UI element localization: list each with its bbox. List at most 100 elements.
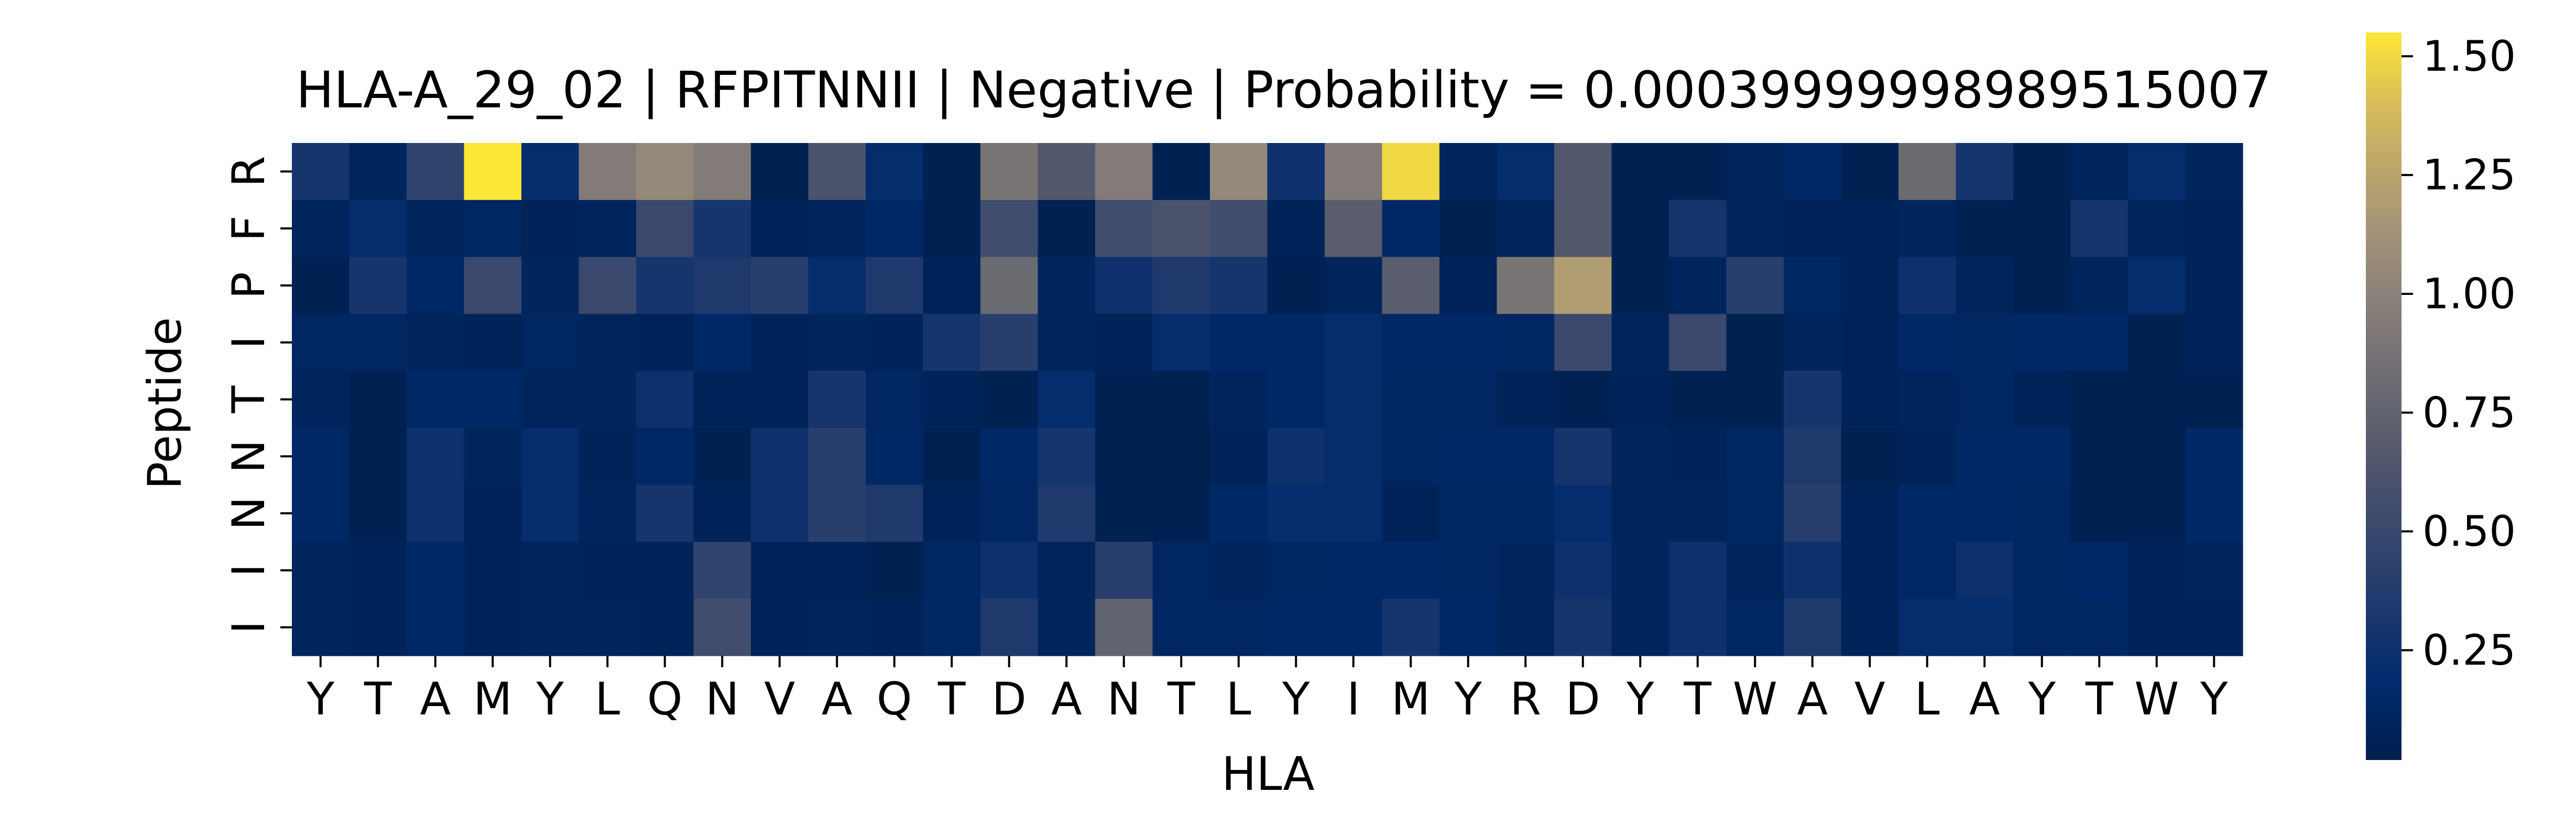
colorbar-segment [2366,426,2402,433]
heatmap-cell [1841,314,1899,371]
heatmap-cell [578,257,637,314]
heatmap-cell [1439,200,1498,258]
colorbar-segment [2366,323,2402,330]
heatmap-cell [1841,371,1899,428]
colorbar-segment [2366,704,2402,712]
heatmap-cell [636,314,694,371]
heatmap-cell [1841,599,1899,656]
heatmap-cell [1669,143,1727,201]
y-tick-label: I [223,621,275,634]
colorbar-segment [2366,559,2402,566]
heatmap-cell [693,599,751,656]
heatmap-cell [1726,599,1784,656]
heatmap-cell [636,599,694,656]
heatmap-cell [292,200,350,258]
heatmap-cell [1210,542,1268,599]
x-tick-label: V [1854,673,1885,725]
heatmap-cell [1841,200,1899,258]
heatmap-cell [2128,427,2186,486]
colorbar-segment [2366,159,2402,167]
heatmap-cell [1325,484,1383,543]
heatmap-cell [1784,314,1842,371]
colorbar-segment [2366,578,2402,585]
y-tick-label: P [223,272,275,299]
heatmap-cell [464,427,522,486]
heatmap-cell [1898,371,1957,428]
heatmap-cell [923,314,981,371]
heatmap-cell [1726,143,1784,201]
heatmap-cell [808,143,866,201]
colorbar-segment [2366,753,2402,760]
colorbar-segment [2366,596,2402,603]
colorbar-segment [2366,45,2402,51]
colorbar-segment [2366,305,2402,312]
heatmap-cell [1382,371,1440,428]
y-tick-label: N [223,497,275,530]
colorbar-segment [2366,541,2402,548]
x-tick-label: L [1226,673,1251,725]
heatmap-cell [1497,314,1555,371]
heatmap-cell [2128,599,2186,656]
colorbar-segment [2366,62,2402,70]
colorbar-segment [2366,408,2402,415]
heatmap-cell [292,542,350,599]
heatmap-cell [1497,542,1555,599]
colorbar-segment [2366,287,2402,294]
colorbar-segment [2366,390,2402,397]
heatmap-cell [2070,257,2129,314]
heatmap-cell [1841,257,1899,314]
x-tick-label: V [764,673,795,725]
x-tick-label: D [1566,673,1600,725]
heatmap-cell [1784,371,1842,428]
heatmap-cell [1669,200,1727,258]
y-tick-label: N [223,439,275,473]
heatmap-cell [1095,371,1153,428]
heatmap-cell [1554,143,1612,201]
colorbar-segment [2366,226,2402,233]
heatmap-cell [693,257,751,314]
heatmap-cell [2185,599,2243,656]
heatmap-cell [693,484,751,543]
heatmap-cell [2070,542,2129,599]
heatmap-cell [1784,200,1842,258]
colorbar-segment [2366,74,2402,82]
colorbar-segment [2366,141,2402,148]
colorbar-segment [2366,480,2402,488]
heatmap-cell [1325,427,1383,486]
x-tick-label: T [1167,673,1195,725]
x-tick-label: A [1797,673,1828,725]
colorbar-segment [2366,687,2402,693]
x-tick-label: Y [536,673,564,725]
heatmap-cell [2070,143,2129,201]
heatmap-cell [1095,599,1153,656]
heatmap-cell [1152,427,1210,486]
colorbar-segment [2366,675,2402,681]
colorbar-segment [2366,274,2402,282]
heatmap-cell [866,314,924,371]
heatmap-cell [464,314,522,371]
heatmap-cell [1152,542,1210,599]
heatmap-cell [1267,599,1325,656]
heatmap-cell [923,542,981,599]
heatmap-cell [349,257,407,314]
colorbar-segment [2366,535,2402,542]
heatmap-cell [2070,200,2129,258]
heatmap-cell [980,371,1039,428]
heatmap-cell [751,427,809,486]
heatmap-cell [636,143,694,201]
heatmap-cell [980,599,1039,656]
heatmap-cell [1784,542,1842,599]
heatmap-cell [980,143,1039,201]
colorbar-segment [2366,196,2402,203]
x-axis-label: HLA [1221,747,1314,801]
colorbar-segment [2366,329,2402,336]
heatmap-cell [349,371,407,428]
heatmap-cell [1152,599,1210,656]
heatmap-cell [1554,427,1612,486]
heatmap-cell [1956,371,2014,428]
heatmap-cell [1325,143,1383,201]
heatmap-cell [2013,371,2071,428]
x-tick-label: M [473,673,512,725]
colorbar-segment [2366,475,2402,481]
heatmap-cell [1267,200,1325,258]
